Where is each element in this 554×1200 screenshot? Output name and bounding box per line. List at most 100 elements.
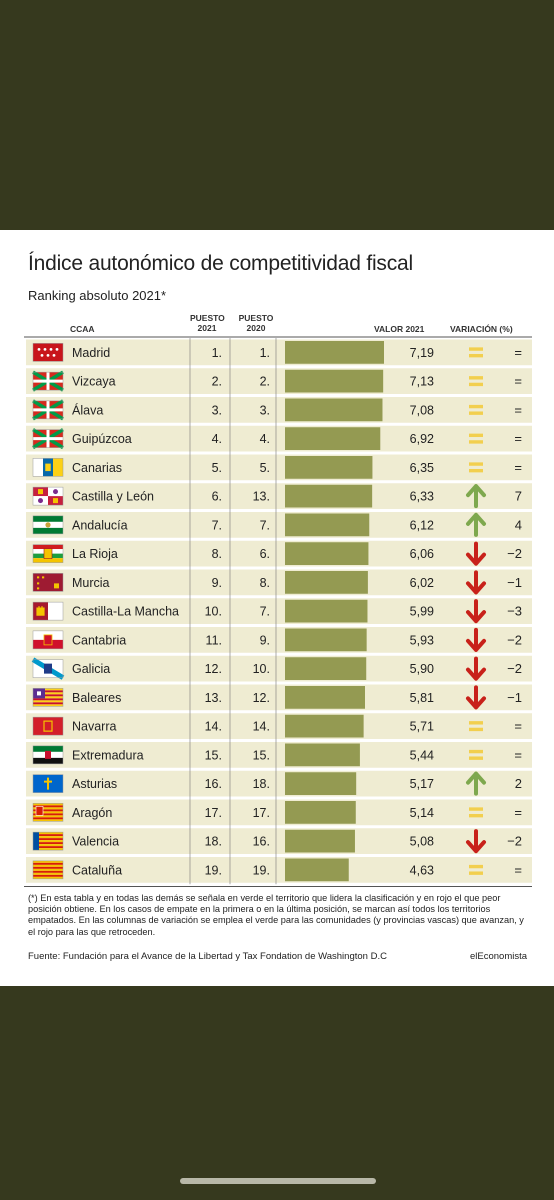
table-row-band [26,339,532,366]
arrow-up-icon [466,771,486,796]
rank-2021: 12. [205,662,222,676]
region-name: Cataluña [72,863,122,877]
col-header-puesto-2020: PUESTO 2020 [238,313,274,333]
arrow-down-icon [466,656,486,681]
rank-2020: 8. [260,576,270,590]
table-row-band [26,483,532,509]
rank-2021: 15. [205,748,222,762]
value-bar [285,858,349,882]
rank-2021: 1. [212,346,222,360]
extremadura-flag [32,745,64,765]
table-row-band [26,684,532,711]
value-bar [285,341,384,364]
table-row-band [26,655,532,682]
value-label: 5,17 [410,777,434,791]
region-name: Canarias [72,461,122,475]
variation-value: 7 [515,489,522,504]
value-bar [285,743,360,767]
rank-2021: 18. [205,835,222,849]
value-bar [285,456,373,479]
table-row-band [26,540,532,567]
equal-icon [469,376,483,387]
value-label: 5,99 [410,605,434,619]
table-row-band [26,512,532,538]
madrid-flag [32,343,64,362]
value-label: 6,06 [410,547,434,561]
variation-value: −2 [507,834,522,849]
arrow-down-icon [466,570,486,595]
infographic-card: Índice autonómico de competitividad fisc… [0,230,554,986]
baleares-flag [32,688,64,707]
rank-2021: 4. [212,432,222,446]
region-name: Vizcaya [72,375,116,389]
aragon-flag [32,803,64,822]
table-row-band [26,828,532,854]
region-name: Madrid [72,346,110,360]
value-label: 6,35 [410,461,434,475]
variation-value: = [514,747,522,762]
rank-2020: 13. [253,490,270,504]
rank-2020: 15. [253,748,270,762]
rank-2020: 9. [260,633,270,647]
rank-2020: 10. [253,662,270,676]
region-name: Álava [72,402,103,417]
canarias-flag [32,458,64,477]
table-row-band [26,397,532,423]
region-name: Asturias [72,777,117,791]
value-label: 5,90 [410,662,434,676]
la-rioja-flag [32,544,64,563]
murcia-flag [32,573,64,592]
value-bar [285,513,370,537]
value-bar [285,542,369,565]
variation-value: = [514,805,522,820]
region-name: Castilla-La Mancha [72,605,179,619]
region-name: Baleares [72,691,121,705]
table-row-band [26,742,532,768]
table-row-band [26,770,532,797]
rank-2021: 3. [212,403,222,417]
variation-value: −2 [507,661,522,676]
home-indicator[interactable] [180,1178,376,1184]
arrow-down-icon [466,829,486,854]
region-name: Murcia [72,576,110,590]
rank-2021: 14. [205,720,222,734]
equal-icon [469,807,483,818]
source-note: Fuente: Fundación para el Avance de la L… [28,951,387,962]
variation-value: = [514,374,522,389]
vizcaya-flag [32,370,64,392]
ranking-table: Madrid 1. 1. 7,19 = Vizcaya 2. 2. 7,13 = Álava 3. 3.… [24,336,532,885]
rank-2020: 14. [253,720,270,734]
value-label: 5,14 [410,806,434,820]
variation-value: −2 [507,546,522,561]
rank-2020: 6. [260,547,270,561]
region-name: Guipúzcoa [72,432,132,446]
col-header-ccaa: CCAA [70,324,95,334]
region-name: La Rioja [72,547,118,561]
value-label: 5,44 [410,748,434,762]
region-name: Castilla y León [72,490,154,504]
col-header-variacion: VARIACIÓN (%) [450,324,513,334]
asturias-flag [32,774,64,793]
rank-2020: 18. [253,777,270,791]
value-bar [285,829,355,853]
table-row-band [26,454,532,481]
equal-icon [469,433,483,444]
variation-value: = [514,460,522,475]
table-row-band [26,569,532,596]
value-bar [285,398,383,422]
arrow-down-icon [466,685,486,710]
navarra-flag [32,716,64,736]
equal-icon [469,721,483,732]
castilla-la-mancha-flag [32,601,64,621]
rank-2020: 7. [260,605,270,619]
variation-value: 4 [515,517,522,532]
value-bar [285,772,357,795]
arrow-up-icon [466,484,486,509]
alava-flag [32,399,64,421]
equal-icon [469,347,483,358]
value-label: 5,71 [410,720,434,734]
rank-2020: 19. [253,863,270,877]
region-name: Andalucía [72,518,128,532]
col-header-valor: VALOR 2021 [374,324,425,334]
rank-2020: 12. [253,691,270,705]
